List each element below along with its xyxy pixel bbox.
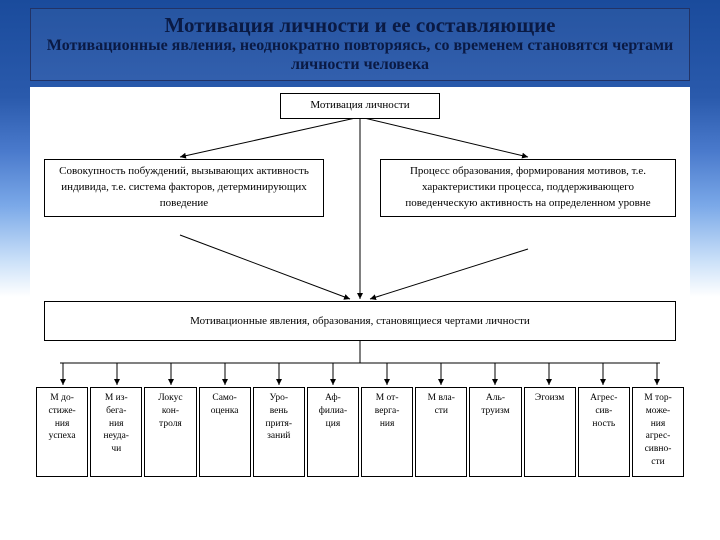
slide-subtitle: Мотивационные явления, неоднократно повт… <box>41 37 679 74</box>
node-branch-left: Совокупность побуждений, вызывающих акти… <box>44 159 324 217</box>
node-branch-right: Процесс образования, формирования мотиво… <box>380 159 676 217</box>
leaf-node: Локус кон- троля <box>144 387 196 477</box>
node-root: Мотивация личности <box>280 93 440 119</box>
node-branch-right-label: Процесс образования, формирования мотиво… <box>405 165 650 209</box>
leaf-node: Аль- труизм <box>469 387 521 477</box>
leaf-node: Агрес- сив- ность <box>578 387 630 477</box>
leaf-node: Уро- вень притя- заний <box>253 387 305 477</box>
leaf-node: М тор- може- ния агрес- сивно- сти <box>632 387 684 477</box>
leaf-node: М из- бега- ния неуда- чи <box>90 387 142 477</box>
header-box: Мотивация личности и ее составляющие Мот… <box>30 8 690 81</box>
node-branch-left-label: Совокупность побуждений, вызывающих акти… <box>59 165 309 209</box>
node-mid: Мотивационные явления, образования, стан… <box>44 301 676 341</box>
leaf-row: М до- стиже- ния успехаМ из- бега- ния н… <box>36 387 684 477</box>
leaf-node: Аф- филиа- ция <box>307 387 359 477</box>
slide-title: Мотивация личности и ее составляющие <box>41 13 679 37</box>
leaf-node: М вла- сти <box>415 387 467 477</box>
leaf-node: М от- верга- ния <box>361 387 413 477</box>
leaf-node: Само- оценка <box>199 387 251 477</box>
node-mid-label: Мотивационные явления, образования, стан… <box>190 315 530 327</box>
leaf-node: М до- стиже- ния успеха <box>36 387 88 477</box>
slide: Мотивация личности и ее составляющие Мот… <box>0 0 720 540</box>
node-root-label: Мотивация личности <box>310 99 409 111</box>
diagram: Мотивация личности Совокупность побужден… <box>30 87 690 527</box>
leaf-node: Эгоизм <box>524 387 576 477</box>
